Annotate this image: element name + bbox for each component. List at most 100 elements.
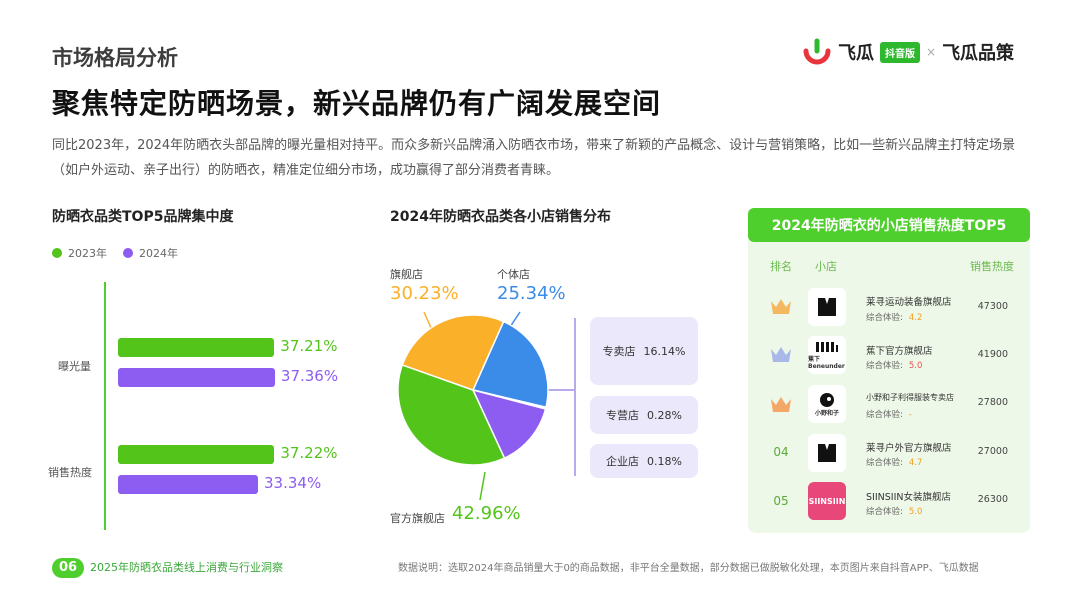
- gold-crown-icon: [771, 299, 791, 314]
- logo-text: SIINSIIN: [808, 496, 846, 506]
- pie-chart: [397, 311, 576, 501]
- laxun-logo-icon: [818, 298, 836, 316]
- data-note: 数据说明：选取2024年商品销量大于0的商品数据，非平台全量数据，部分数据已做脱…: [398, 563, 979, 574]
- category-label-sales: 销售热度: [48, 466, 92, 479]
- leader-line-official: [479, 471, 486, 501]
- logo-text: 小野和子: [814, 409, 839, 417]
- logo-text: 蕉下 Beneunder: [808, 356, 845, 370]
- bar-label-2024-sales: 33.34%: [264, 474, 322, 492]
- page-headline: 聚焦特定防晒场景，新兴品牌仍有广阔发展空间: [52, 87, 662, 120]
- col-header-shop: 小店: [815, 260, 837, 273]
- page-number: 06: [52, 558, 84, 578]
- pie-value-official: 42.96%: [452, 503, 521, 524]
- ranking-title: 2024年防晒衣的小店销售热度TOP5: [748, 208, 1030, 242]
- shop-logo: 蕉下 Beneunder: [808, 336, 846, 374]
- pie-chart-title: 2024年防晒衣品类各小店销售分布: [390, 209, 611, 225]
- pie-slice: [471, 320, 549, 409]
- score-value: -: [908, 410, 912, 420]
- pie-label-flagship: 旗舰店: [390, 268, 423, 281]
- score-value: 5.0: [908, 507, 923, 517]
- legend-dot-2024: [123, 248, 133, 258]
- logo-separator: ×: [926, 45, 937, 59]
- score-label: 综合体验:: [866, 313, 903, 323]
- logo-badge: 抖音版: [880, 41, 920, 63]
- heat-value: 47300: [977, 301, 1008, 312]
- pie-value-individual: 25.34%: [497, 283, 566, 304]
- breakdown-value-enterprise: 0.18%: [647, 454, 682, 468]
- rank-number: 04: [773, 445, 789, 459]
- breakdown-value-exclusive: 0.28%: [647, 408, 682, 422]
- ranking-panel: [748, 208, 1030, 533]
- bar-2023-sales: [118, 445, 275, 464]
- score-value: 4.7: [908, 458, 923, 468]
- breakdown-value-specialty: 16.14%: [643, 344, 686, 358]
- breakdown-name-specialty: 专卖店: [602, 345, 636, 358]
- bar-label-2024-exposure: 37.36%: [280, 367, 339, 385]
- breakdown-name-exclusive: 专营店: [606, 409, 640, 422]
- col-header-heat: 销售热度: [970, 260, 1014, 273]
- laxun-logo-icon: [818, 444, 836, 462]
- bar-chart-legend: 2023年 2024年: [52, 245, 178, 261]
- logo-name-2: 飞瓜品策: [942, 43, 1015, 64]
- heat-value: 27000: [977, 446, 1008, 457]
- legend-label-2023: 2023年: [68, 247, 107, 260]
- category-label-exposure: 曝光量: [58, 360, 91, 373]
- bar-2024-exposure: [118, 368, 275, 387]
- shop-name: 莱寻运动装备旗舰店: [866, 297, 952, 308]
- score-label: 综合体验:: [866, 458, 903, 468]
- breakdown-name-enterprise: 企业店: [606, 455, 640, 468]
- bronze-crown-icon: [771, 397, 791, 412]
- score-value: 5.0: [908, 361, 923, 371]
- pie-label-official: 官方旗舰店: [390, 512, 445, 525]
- logo-name: 飞瓜: [838, 43, 874, 64]
- bar-label-2023-sales: 37.22%: [280, 444, 338, 462]
- pie-slice: [401, 314, 505, 391]
- shop-score: 综合体验: 4.7: [866, 456, 922, 468]
- shop-name: 小野和子利得服装专卖店: [866, 393, 954, 402]
- rank-number: 05: [773, 494, 789, 508]
- score-label: 综合体验:: [866, 361, 903, 371]
- score-value: 4.2: [908, 313, 923, 323]
- shop-score: 综合体验: 5.0: [866, 359, 922, 371]
- heat-value: 41900: [977, 349, 1008, 360]
- brand-logo: 飞瓜 抖音版 × 飞瓜品策: [802, 36, 1014, 68]
- legend-item-2023: 2023年: [52, 245, 107, 261]
- shop-score: 综合体验: 4.2: [866, 311, 922, 323]
- legend-label-2024: 2024年: [139, 247, 178, 260]
- legend-item-2024: 2024年: [123, 245, 178, 261]
- beneunder-logo-icon: [816, 342, 838, 352]
- shop-name: 蕉下官方旗舰店: [866, 346, 933, 357]
- shop-score: 综合体验: 5.0: [866, 505, 922, 517]
- pie-value-flagship: 30.23%: [390, 283, 459, 304]
- shop-score: 综合体验: -: [866, 408, 912, 420]
- breakdown-exclusive-store: 专营店 0.28%: [590, 396, 698, 434]
- section-title: 市场格局分析: [52, 46, 178, 70]
- pie-slice: [397, 363, 506, 466]
- bar-2024-sales: [118, 475, 259, 494]
- xiaoye-logo-icon: [820, 392, 834, 407]
- col-header-rank: 排名: [770, 260, 792, 273]
- bar-chart-title: 防晒衣品类TOP5品牌集中度: [52, 209, 234, 225]
- shop-name: SIINSIIN女装旗舰店: [866, 492, 951, 503]
- heat-value: 26300: [977, 494, 1008, 505]
- score-label: 综合体验:: [866, 507, 903, 517]
- feigua-logo-icon: [803, 38, 831, 65]
- pie-slice: [471, 388, 547, 460]
- breakdown-enterprise-store: 企业店 0.18%: [590, 444, 698, 478]
- legend-dot-2023: [52, 248, 62, 258]
- bar-chart-axis: [104, 282, 106, 530]
- intro-paragraph: 同比2023年，2024年防晒衣头部品牌的曝光量相对持平。而众多新兴品牌涌入防晒…: [52, 138, 1016, 178]
- shop-logo: 小野和子: [808, 385, 846, 423]
- shop-logo: [808, 288, 846, 326]
- shop-logo: SIINSIIN: [808, 482, 846, 520]
- breakdown-specialty-store: 专卖店 16.14%: [590, 317, 698, 385]
- bar-2023-exposure: [118, 338, 275, 357]
- bar-label-2023-exposure: 37.21%: [280, 337, 338, 355]
- pie-label-individual: 个体店: [497, 268, 530, 281]
- leader-line-flagship: [423, 311, 433, 331]
- shop-name: 莱寻户外官方旗舰店: [866, 443, 952, 454]
- breakdown-bracket: [574, 318, 584, 476]
- heat-value: 27800: [977, 397, 1008, 408]
- shop-logo: [808, 434, 846, 472]
- report-title: 2025年防晒衣品类线上消费与行业洞察: [90, 561, 283, 574]
